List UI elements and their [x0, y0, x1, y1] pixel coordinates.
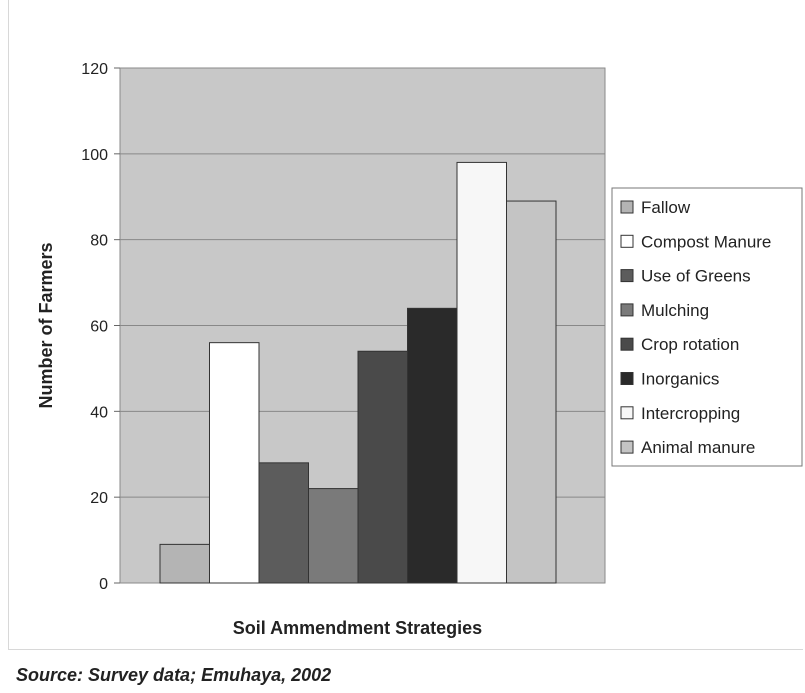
bar-fallow: [159, 543, 210, 584]
legend-label: Crop rotation: [641, 335, 739, 354]
figure-frame: [8, 0, 803, 650]
y-axis-ticks: 0 20 40 60 80 100 120: [81, 61, 120, 593]
legend-label: Fallow: [641, 198, 691, 217]
legend-label: Compost Manure: [641, 232, 771, 251]
legend-swatch: [620, 440, 634, 454]
y-tick-label: 0: [99, 576, 108, 593]
legend-label: Intercropping: [641, 404, 740, 423]
y-tick-label: 100: [81, 147, 108, 164]
legend-swatch: [620, 269, 634, 283]
y-tick-label: 40: [90, 404, 108, 421]
y-tick-label: 80: [90, 233, 108, 250]
bar-use-of-greens: [258, 462, 309, 584]
bars: [159, 161, 557, 584]
bar-mulching: [308, 488, 359, 584]
legend-label: Mulching: [641, 301, 709, 320]
legend-swatch: [620, 234, 634, 248]
bar-inorganics: [407, 307, 458, 584]
bar-animal-manure: [506, 200, 557, 584]
legend-label: Use of Greens: [641, 267, 751, 286]
legend-swatch: [620, 406, 634, 420]
bar-chart: 0 20 40 60 80 100 120 Number of Farmers Soil A…: [36, 61, 803, 638]
y-tick-label: 60: [90, 319, 108, 336]
legend-swatch: [620, 337, 634, 351]
y-tick-label: 120: [81, 61, 108, 78]
legend-label: Animal manure: [641, 438, 755, 457]
source-note: Source: Survey data; Emuhaya, 2002: [16, 665, 332, 685]
y-axis-label: Number of Farmers: [36, 242, 56, 408]
legend-box: [611, 187, 803, 467]
legend-label: Inorganics: [641, 370, 719, 389]
bar-compost-manure: [209, 342, 260, 584]
legend: Fallow Compost Manure Use of Greens Mulchin…: [611, 187, 803, 467]
legend-swatch: [620, 303, 634, 317]
bar-intercropping: [456, 161, 507, 584]
y-tick-label: 20: [90, 490, 108, 507]
x-axis-label: Soil Ammendment Strategies: [233, 618, 482, 638]
bar-crop-rotation: [357, 350, 408, 584]
legend-swatch: [620, 372, 634, 385]
legend-swatch: [620, 200, 634, 214]
